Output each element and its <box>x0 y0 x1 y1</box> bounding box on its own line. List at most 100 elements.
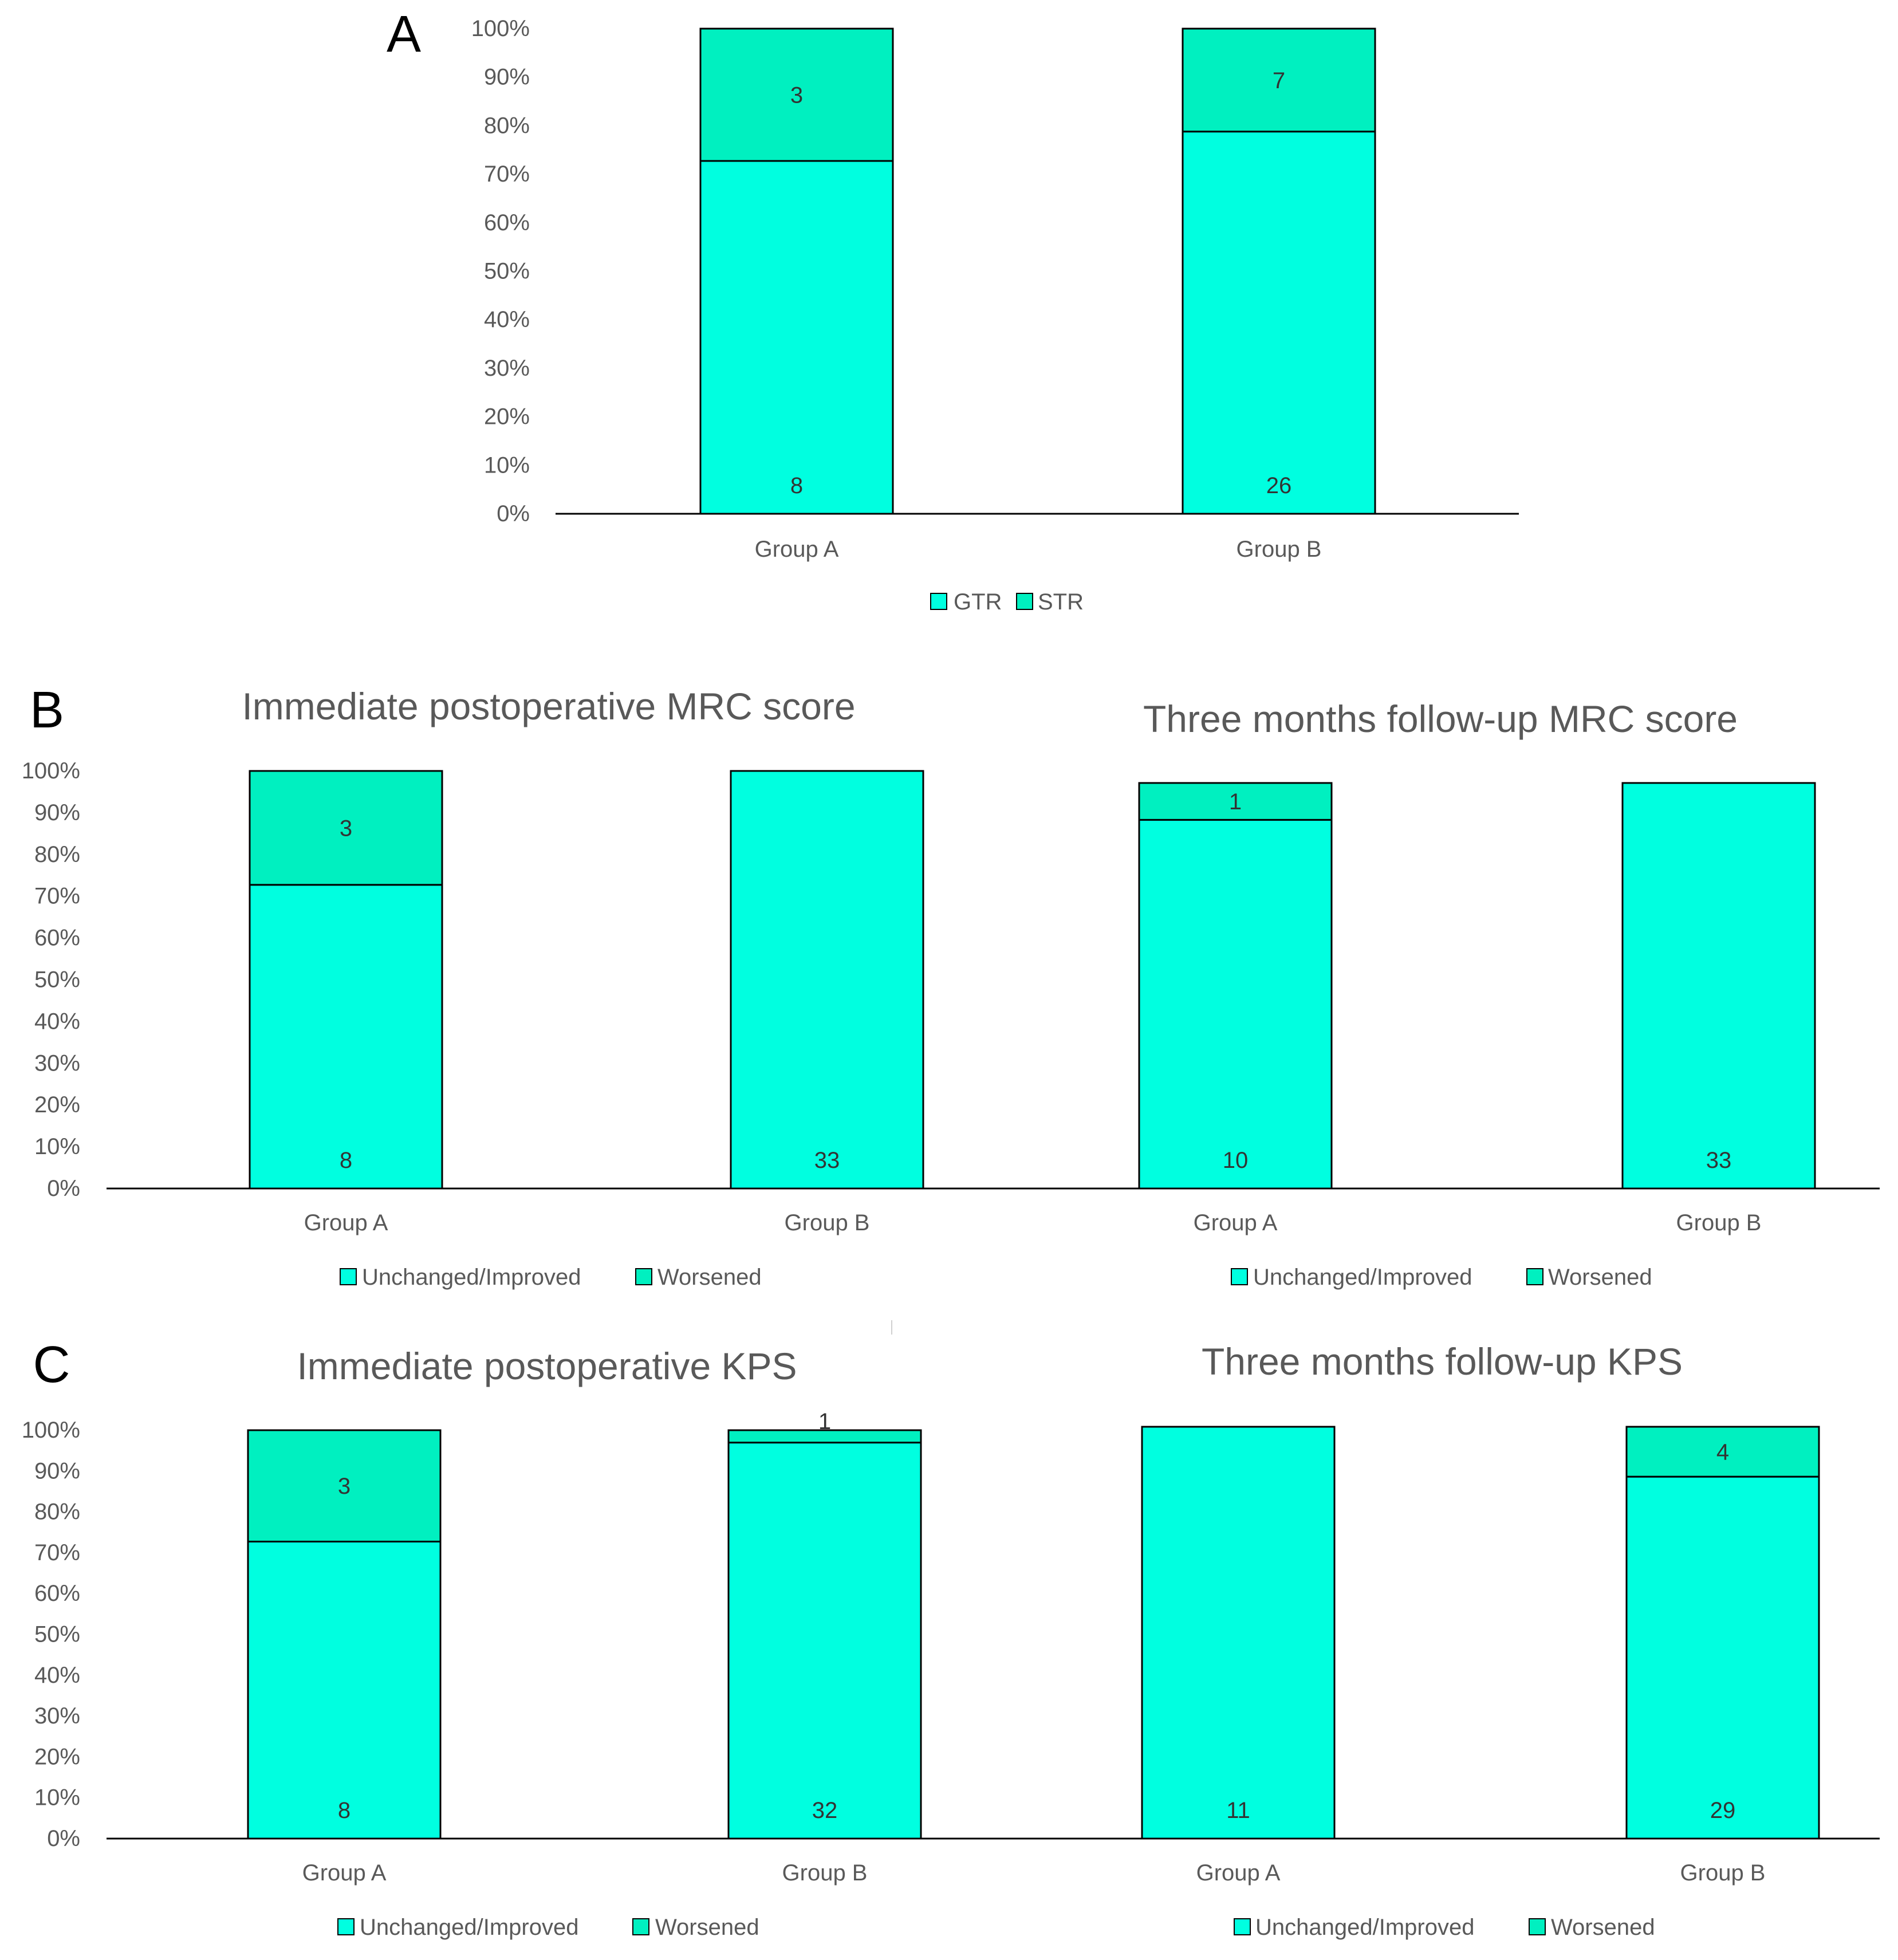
panel-label: C <box>33 1336 70 1394</box>
y-tick-label: 70% <box>484 162 530 187</box>
bar-worsened-group-b <box>1625 1426 1820 1478</box>
legend-label: Worsened <box>657 1265 762 1290</box>
panel-label: A <box>387 6 421 63</box>
y-tick-label: 0% <box>47 1826 80 1851</box>
legend-swatch-unchanged-improved <box>1231 1268 1248 1285</box>
legend-label: Unchanged/Improved <box>1255 1915 1474 1940</box>
data-label: 10 <box>1223 1148 1249 1173</box>
y-tick-label: 70% <box>34 1540 80 1565</box>
bar-worsened-group-b <box>727 1429 922 1444</box>
chart-title: Immediate postoperative KPS <box>297 1345 797 1387</box>
bar-unchanged-improved-group-b <box>1625 1475 1820 1840</box>
chart-title: Three months follow-up MRC score <box>1143 698 1738 740</box>
y-tick-label: 50% <box>34 1622 80 1647</box>
legend-label: Unchanged/Improved <box>360 1915 578 1940</box>
legend-swatch-worsened <box>1526 1268 1543 1285</box>
y-tick-label: 0% <box>497 501 530 526</box>
y-tick-label: 60% <box>34 926 80 951</box>
legend-label: Worsened <box>1548 1265 1652 1290</box>
legend-label: STR <box>1038 589 1084 615</box>
y-tick-label: 10% <box>484 452 530 478</box>
chart-title: Three months follow-up KPS <box>1202 1340 1683 1383</box>
legend-label: GTR <box>954 589 1002 615</box>
data-label: 8 <box>790 473 803 498</box>
y-tick-label: 20% <box>484 404 530 430</box>
bar-worsened-group-a <box>247 1429 442 1542</box>
data-label: 29 <box>1710 1798 1736 1823</box>
chart-panel-2: Immediate postoperative MRC score B 0% 10% 2… <box>22 682 999 1290</box>
y-tick-label: 80% <box>34 842 80 867</box>
bar-gtr-group-a <box>699 160 894 515</box>
x-category-label: Group B <box>1680 1860 1766 1886</box>
y-tick-label: 20% <box>34 1744 80 1769</box>
legend-swatch-worsened <box>632 1918 649 1935</box>
x-category-label: Group A <box>304 1210 388 1235</box>
x-category-label: Group B <box>1676 1210 1762 1235</box>
bar-gtr-group-b <box>1182 131 1376 515</box>
y-tick-label: 90% <box>34 800 80 825</box>
x-category-label: Group B <box>782 1860 868 1886</box>
chart-panel-5: Three months follow-up KPS 11 Group A 29 4 Gr… <box>1002 1340 1880 1940</box>
y-tick-label: 100% <box>471 16 530 41</box>
y-tick-label: 30% <box>34 1703 80 1729</box>
data-label: 3 <box>790 83 803 108</box>
data-label: 8 <box>338 1798 351 1823</box>
bar-unchanged-improved-group-b <box>727 1442 922 1840</box>
data-label: 11 <box>1226 1798 1250 1823</box>
data-label: 8 <box>340 1148 352 1173</box>
y-tick-label: 80% <box>484 113 530 138</box>
chart-title: Immediate postoperative MRC score <box>242 685 855 727</box>
y-tick-label: 90% <box>34 1458 80 1483</box>
data-label: 3 <box>340 816 352 841</box>
chart-panel-3: Three months follow-up MRC score 10 1 Group… <box>999 698 1880 1290</box>
x-category-label: Group B <box>1237 537 1322 562</box>
chart-panel-1: A 0% 10% 20% 30% 40% 50% 60% 70% 80% 90% 100% 8 3 Grou… <box>387 6 1519 615</box>
y-tick-label: 30% <box>34 1050 80 1076</box>
y-tick-label: 40% <box>34 1663 80 1688</box>
y-tick-label: 30% <box>484 356 530 381</box>
legend-swatch-unchanged-improved <box>1234 1918 1251 1935</box>
y-tick-label: 40% <box>34 1009 80 1034</box>
data-label: 32 <box>812 1798 838 1823</box>
legend-swatch-unchanged-improved <box>340 1268 357 1285</box>
y-tick-label: 10% <box>34 1134 80 1159</box>
y-tick-label: 50% <box>34 967 80 993</box>
y-tick-label: 0% <box>47 1176 80 1201</box>
bar-unchanged-improved-group-a <box>1141 1426 1336 1840</box>
bar-unchanged-improved-group-a <box>1138 818 1333 1190</box>
y-tick-label: 100% <box>22 758 80 784</box>
legend-swatch-unchanged-improved <box>337 1918 355 1935</box>
bar-unchanged-improved-group-b <box>730 770 924 1190</box>
data-label: 33 <box>1706 1148 1732 1173</box>
bar-worsened-group-a <box>249 770 443 886</box>
data-label: 7 <box>1273 68 1285 93</box>
legend-swatch-str <box>1016 593 1033 610</box>
bar-unchanged-improved-group-a <box>249 884 443 1190</box>
data-label: 1 <box>1229 789 1242 814</box>
x-category-label: Group A <box>1196 1860 1281 1886</box>
legend-label: Worsened <box>655 1915 759 1940</box>
data-label: 26 <box>1266 473 1292 498</box>
bar-worsened-group-a <box>1138 782 1333 821</box>
y-tick-label: 80% <box>34 1499 80 1525</box>
y-tick-label: 40% <box>484 307 530 332</box>
y-tick-label: 60% <box>34 1581 80 1606</box>
x-category-label: Group B <box>785 1210 870 1235</box>
y-tick-label: 10% <box>34 1785 80 1811</box>
data-label: 1 <box>818 1409 831 1434</box>
y-tick-label: 70% <box>34 884 80 909</box>
chart-panel-4: Immediate postoperative KPS C 0% 10% 20% 30% 4… <box>22 1336 1002 1940</box>
y-tick-label: 100% <box>22 1418 80 1443</box>
legend-label: Unchanged/Improved <box>362 1265 581 1290</box>
data-label: 33 <box>814 1148 840 1173</box>
y-tick-label: 90% <box>484 65 530 90</box>
bar-str-group-b <box>1182 27 1376 133</box>
panel-label: B <box>30 682 64 739</box>
y-tick-label: 20% <box>34 1092 80 1117</box>
x-category-label: Group A <box>755 537 839 562</box>
legend-label: Unchanged/Improved <box>1253 1265 1472 1290</box>
bar-unchanged-improved-group-b <box>1621 782 1816 1190</box>
bar-str-group-a <box>699 27 894 162</box>
x-category-label: Group A <box>1194 1210 1278 1235</box>
